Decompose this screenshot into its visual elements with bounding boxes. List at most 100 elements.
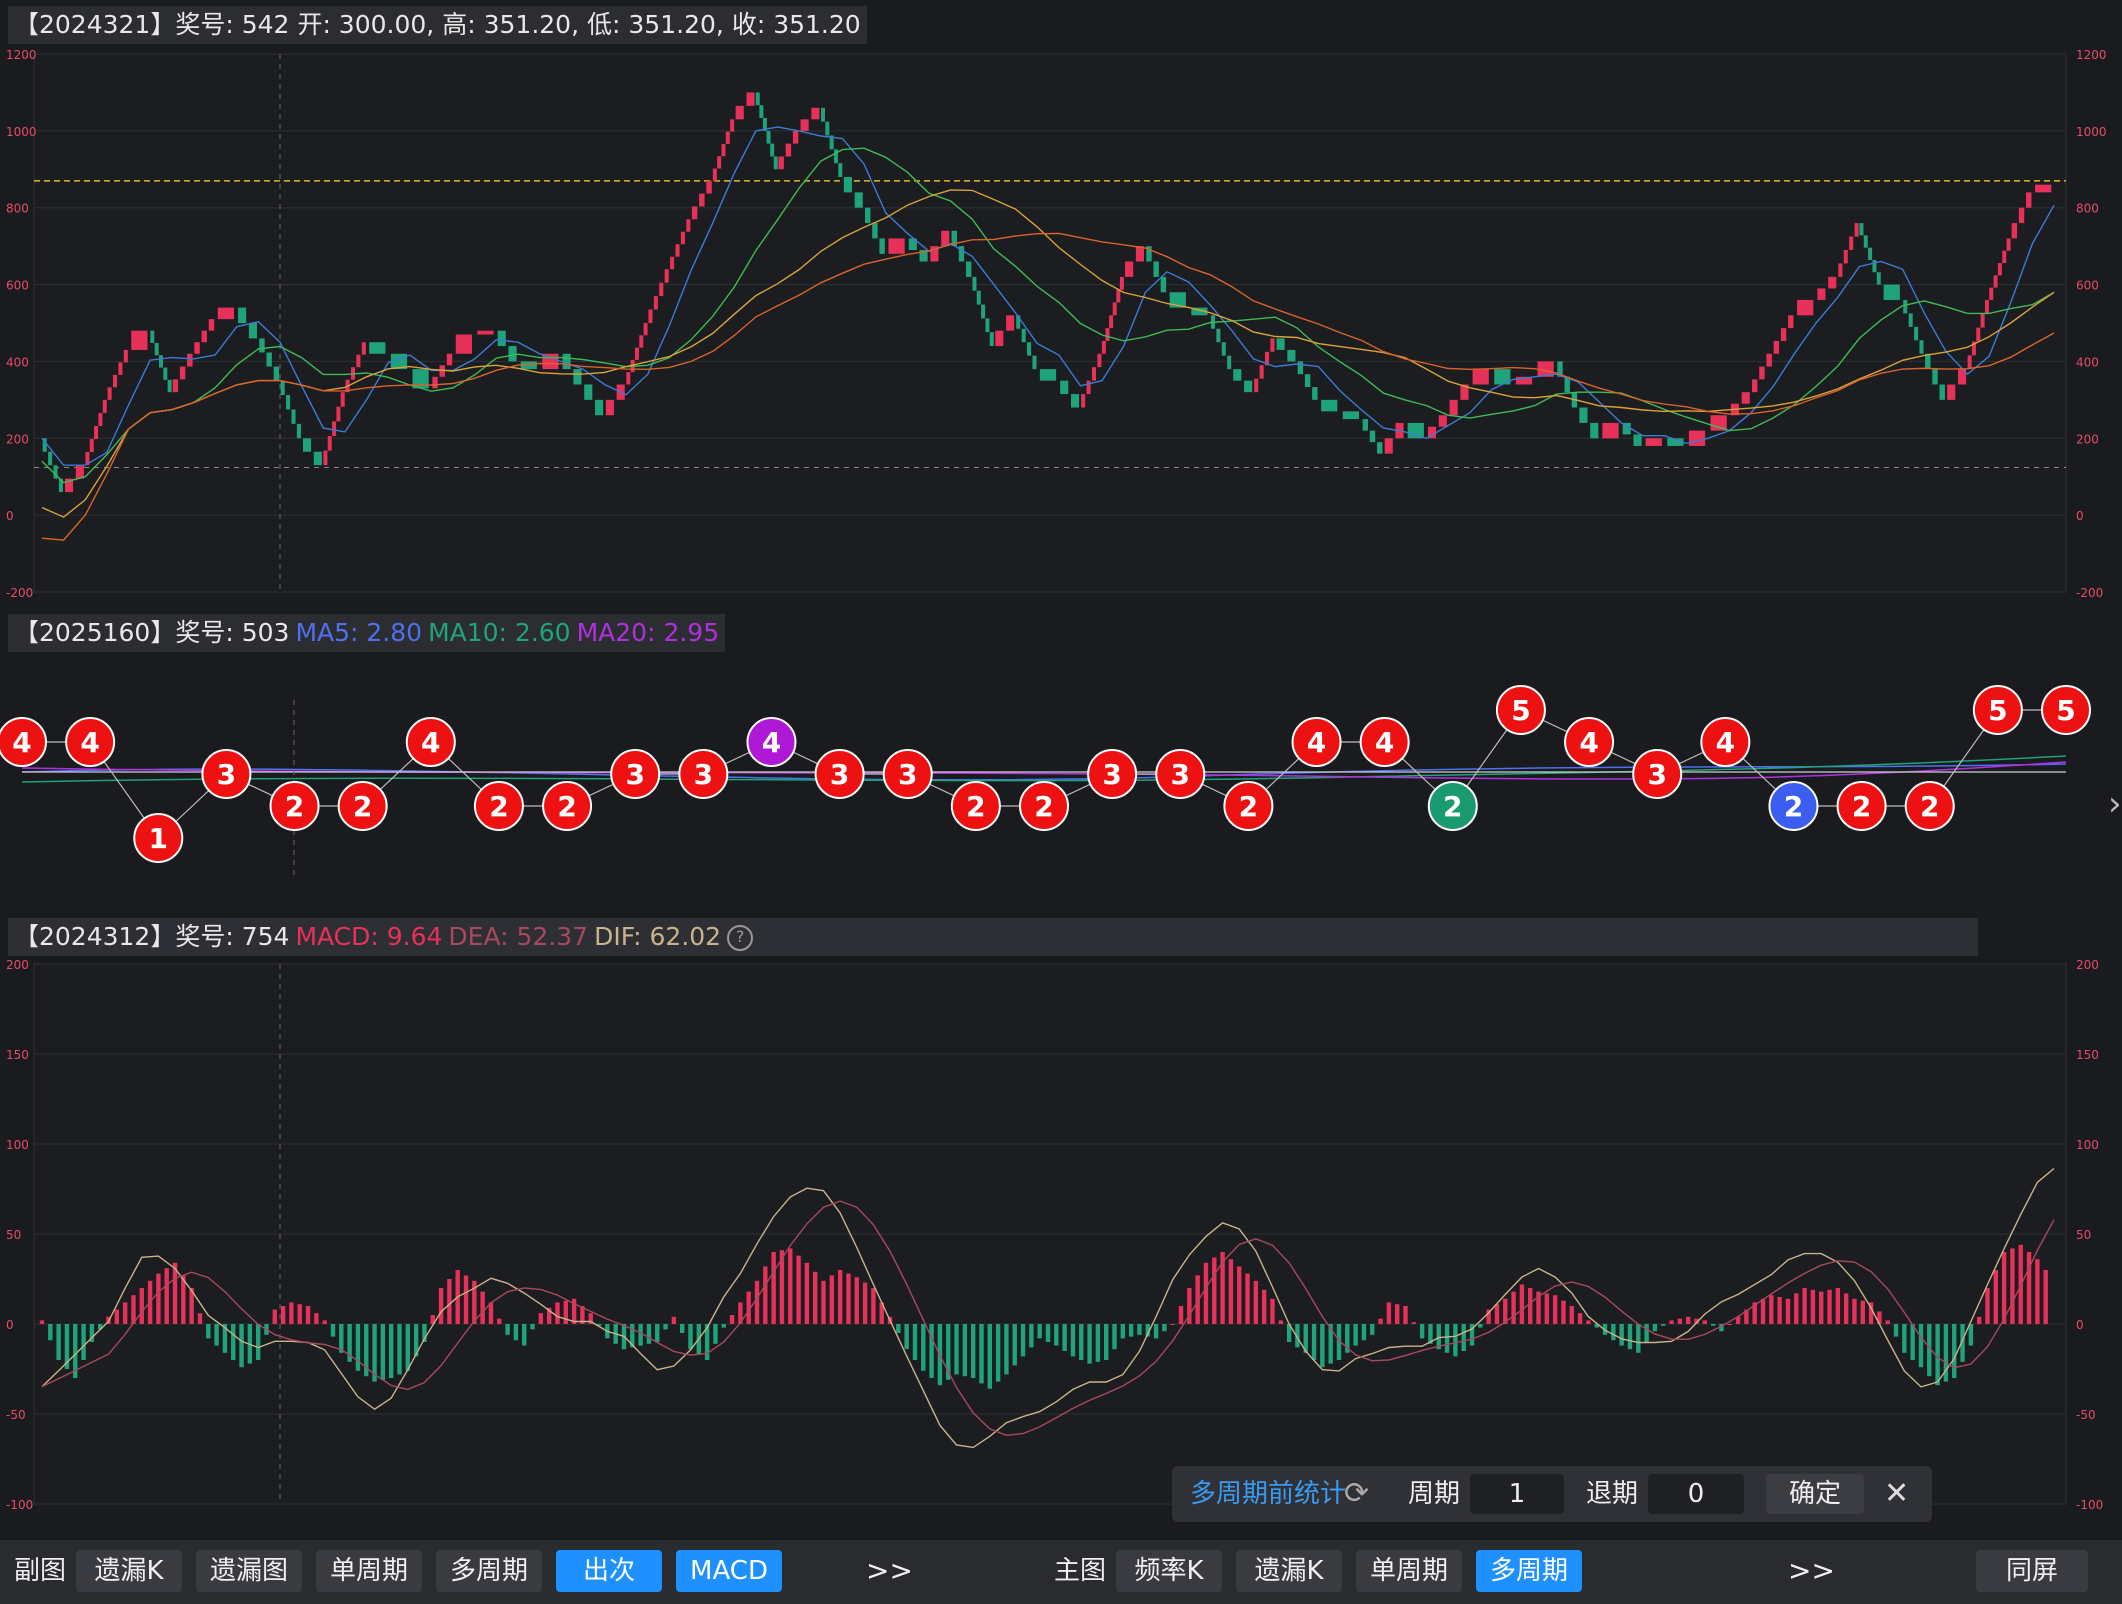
macd-bar	[1478, 1324, 1483, 1328]
k-candle	[1216, 328, 1221, 343]
k-candle	[94, 425, 99, 440]
macd-bar	[1785, 1298, 1791, 1324]
k-candle	[981, 304, 986, 319]
dea-line	[41, 1200, 2055, 1437]
sub-occurrence-button[interactable]: 出次	[556, 1550, 662, 1592]
macd-bar	[388, 1324, 394, 1378]
macd-y-tick-label-right: -50	[2076, 1408, 2096, 1422]
macd-bar	[987, 1324, 993, 1389]
k-candle	[327, 435, 332, 451]
occurrence-label: 4	[1375, 726, 1394, 759]
macd-bar	[1677, 1318, 1683, 1324]
k-candle	[1622, 422, 1631, 435]
k-candle	[1868, 247, 1873, 260]
confirm-button[interactable]: 确定	[1766, 1474, 1864, 1514]
macd-bar	[1029, 1324, 1034, 1348]
k-candle	[280, 380, 285, 396]
close-icon[interactable]: ✕	[1884, 1476, 1910, 1511]
macd-bar	[2010, 1248, 2015, 1324]
macd-bar	[1403, 1306, 1408, 1324]
k-candle	[1287, 349, 1296, 362]
macd-bar	[1253, 1280, 1259, 1324]
macd-y-tick-label: 200	[6, 958, 29, 972]
multi-period-stat-title[interactable]: 多周期前统计	[1190, 1479, 1347, 1509]
main-frequency-k-button[interactable]: 频率K	[1116, 1550, 1222, 1592]
macd-y-tick-label-right: -100	[2076, 1498, 2103, 1512]
k-candle	[2026, 192, 2032, 208]
multi-period-stat-panel: 多周期前统计 ⟳ 周期 1 退期 0 确定 ✕	[1172, 1466, 1932, 1522]
k-candle	[336, 406, 341, 422]
k-candle	[1557, 361, 1563, 377]
sub-omission-chart-button[interactable]: 遗漏图	[196, 1550, 302, 1592]
k-candle	[48, 451, 53, 466]
occurrence-label: 3	[898, 758, 917, 791]
macd-bar	[1494, 1304, 1500, 1324]
help-icon[interactable]: ?	[727, 925, 754, 951]
k-candle	[477, 330, 494, 335]
k-candle	[1925, 353, 1931, 370]
macd-bar	[1594, 1324, 1599, 1328]
macd-bar	[688, 1324, 693, 1350]
macd-bar	[1037, 1324, 1042, 1339]
k-candle	[829, 135, 834, 150]
k-candle	[1876, 272, 1881, 285]
macd-bar	[314, 1313, 319, 1324]
main-omission-k-button[interactable]: 遗漏K	[1236, 1550, 1342, 1592]
k-candle	[1304, 374, 1311, 388]
k-candle	[266, 352, 272, 367]
refresh-icon[interactable]: ⟳	[1344, 1476, 1370, 1511]
macd-bar	[447, 1279, 452, 1324]
occurrence-bubble	[133, 813, 184, 863]
macd-bar	[1819, 1291, 1824, 1324]
occurrence-label: 3	[830, 758, 849, 791]
macd-bar	[214, 1324, 219, 1346]
occurrence-bubble	[1904, 781, 1955, 831]
sub-macd-button[interactable]: MACD	[676, 1550, 782, 1592]
macd-bar	[779, 1250, 785, 1324]
ma-line-mid	[41, 147, 2055, 484]
k-candle	[725, 131, 730, 144]
sub-more-button[interactable]: >>	[866, 1554, 913, 1587]
back-period-input[interactable]: 0	[1648, 1474, 1744, 1514]
k-candle	[1971, 341, 1976, 356]
occurrence-label: 3	[694, 758, 713, 791]
macd-bar	[1536, 1291, 1541, 1324]
macd-bar	[655, 1324, 660, 1342]
period-input[interactable]: 1	[1470, 1474, 1564, 1514]
k-candle	[332, 421, 337, 436]
macd-bar	[255, 1324, 261, 1360]
k-candle	[1976, 327, 1981, 342]
macd-bar	[2043, 1270, 2048, 1324]
macd-bar	[1735, 1316, 1741, 1324]
macd-bar	[472, 1280, 477, 1324]
macd-bar	[546, 1307, 552, 1324]
expand-arrow-icon[interactable]: ›	[2108, 784, 2122, 824]
macd-bar	[1120, 1324, 1126, 1339]
occurrence-bubble	[1427, 781, 1478, 831]
macd-bar	[738, 1302, 743, 1324]
k-candle	[1854, 223, 1859, 237]
k-candle	[872, 223, 878, 239]
macd-bar	[339, 1324, 344, 1353]
k-candle	[675, 244, 680, 257]
main-single-period-button[interactable]: 单周期	[1356, 1550, 1462, 1592]
sub-single-period-button[interactable]: 单周期	[316, 1550, 422, 1592]
k-candle	[187, 353, 193, 367]
macd-chart-header: 【2024312】奖号: 754 MACD: 9.64 DEA: 52.37 DIF:…	[8, 918, 1978, 956]
macd-bar	[413, 1324, 419, 1357]
k-candle	[1244, 380, 1253, 393]
macd-bar	[904, 1324, 909, 1350]
macd-bar	[1444, 1324, 1450, 1353]
macd-bar	[1079, 1324, 1084, 1360]
main-multi-period-button[interactable]: 多周期	[1476, 1550, 1582, 1592]
sub-multi-period-button[interactable]: 多周期	[436, 1550, 542, 1592]
macd-bar	[1852, 1298, 1857, 1324]
macd-bar	[1810, 1289, 1816, 1324]
macd-bar	[1137, 1324, 1142, 1335]
same-screen-button[interactable]: 同屏	[1976, 1550, 2088, 1592]
macd-bar	[197, 1313, 203, 1324]
main-more-button[interactable]: >>	[1788, 1554, 1835, 1587]
k-candle	[865, 207, 871, 224]
ma20-value: MA20: 2.95	[576, 618, 720, 647]
sub-omission-k-button[interactable]: 遗漏K	[76, 1550, 182, 1592]
